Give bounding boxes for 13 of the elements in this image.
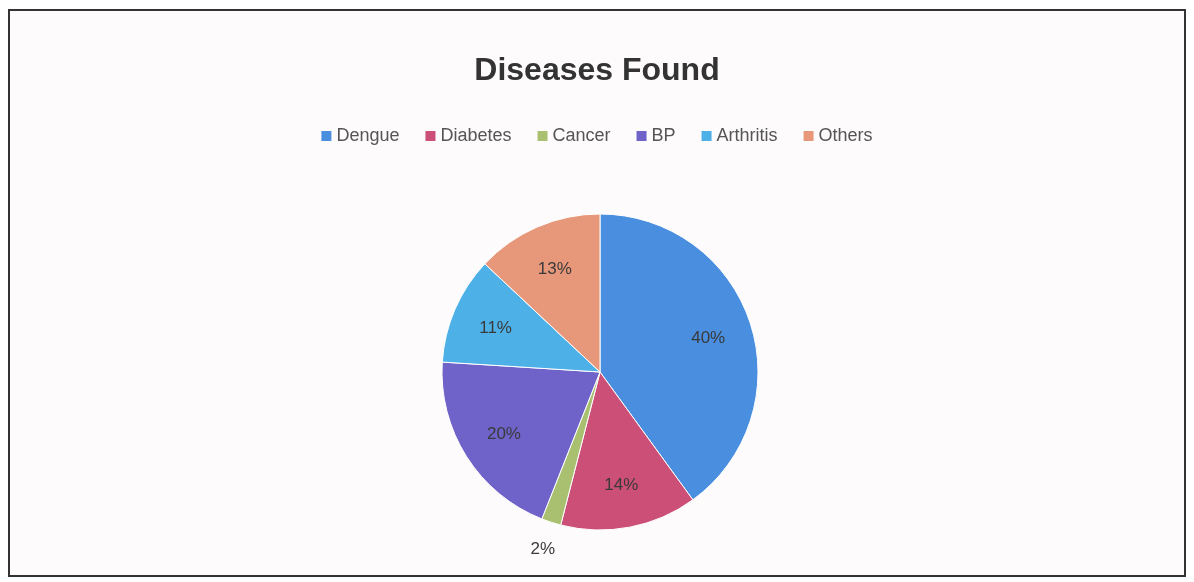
legend-label: Arthritis xyxy=(716,125,778,145)
legend-label: Others xyxy=(818,125,873,145)
data-label: 40% xyxy=(691,327,726,347)
chart-title: Diseases Found xyxy=(474,51,720,87)
data-label: 11% xyxy=(479,317,512,337)
data-label: 14% xyxy=(604,474,639,494)
legend-label: BP xyxy=(651,125,676,145)
data-label: 20% xyxy=(486,423,521,443)
data-label: 13% xyxy=(537,258,572,278)
legend-label: Diabetes xyxy=(440,125,512,145)
data-label: 2% xyxy=(530,538,556,558)
legend-label: Cancer xyxy=(552,125,611,145)
legend-label: Dengue xyxy=(336,125,400,145)
